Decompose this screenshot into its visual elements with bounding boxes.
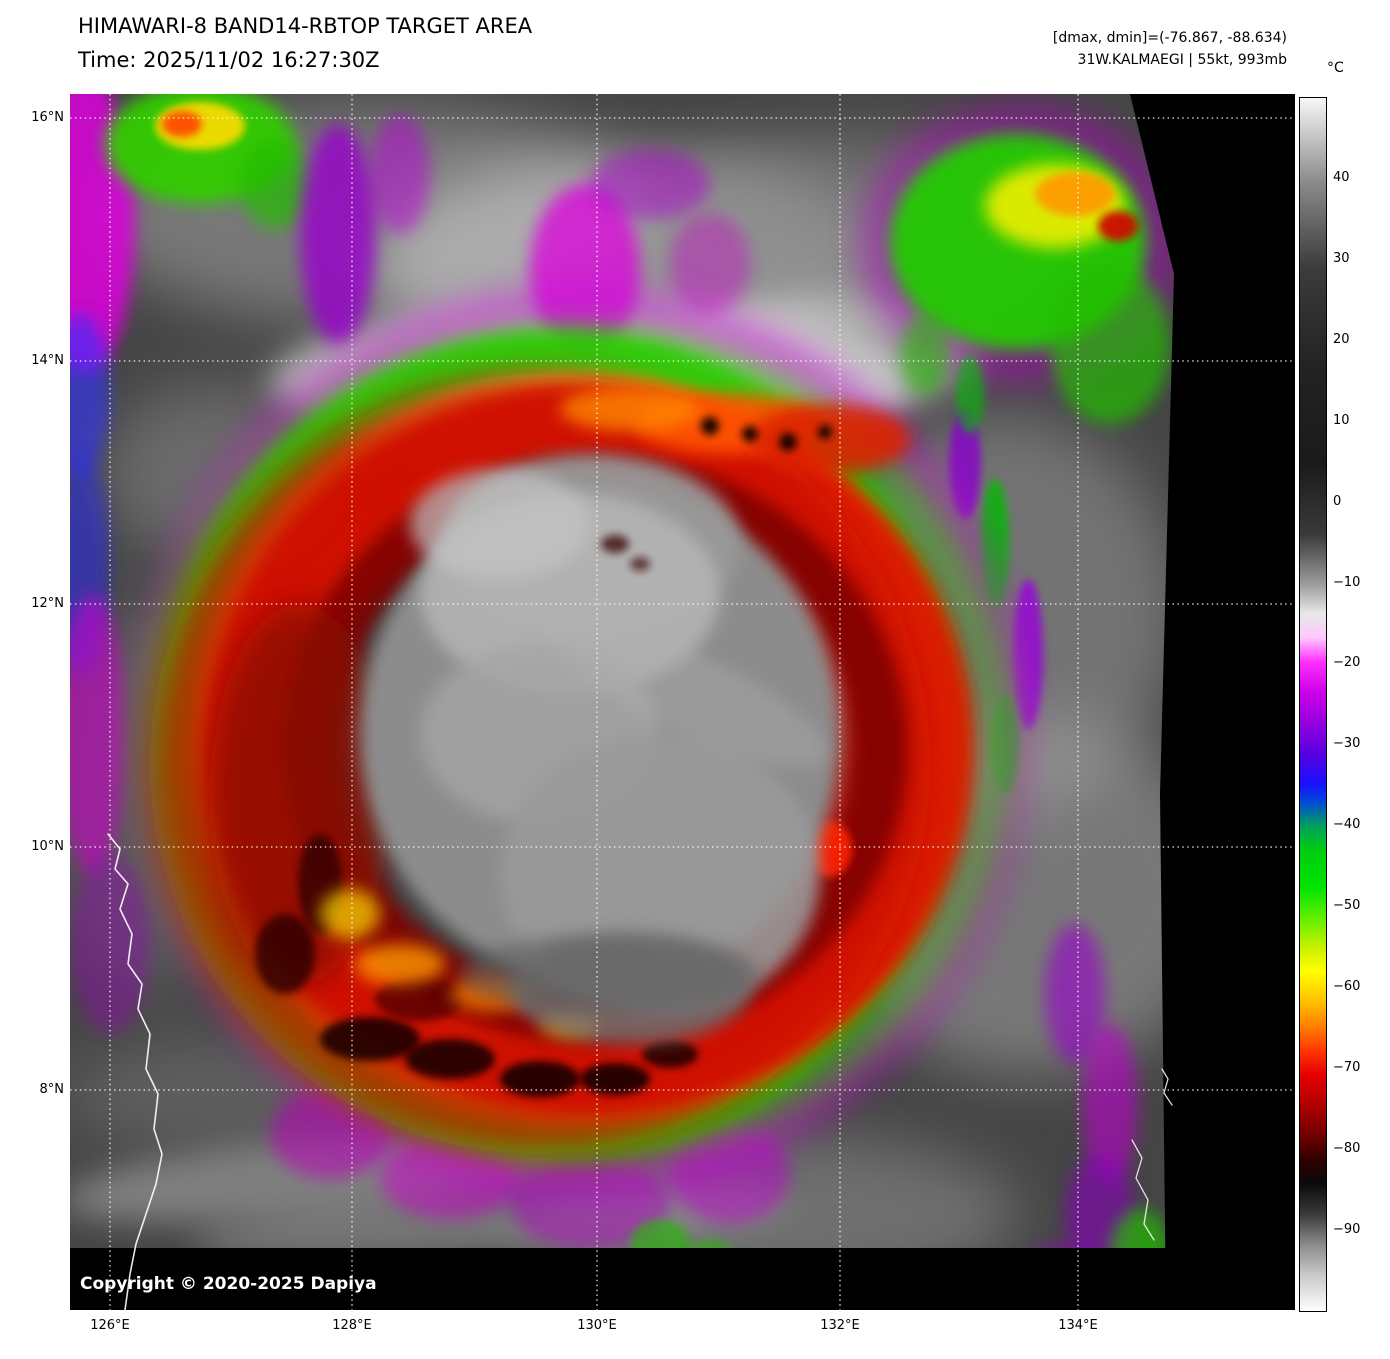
y-tick-14n: 14°N — [31, 353, 64, 368]
x-tick-132e: 132°E — [820, 1318, 860, 1333]
x-tick-126e: 126°E — [90, 1318, 130, 1333]
figure-title: HIMAWARI-8 BAND14-RBTOP TARGET AREA — [78, 14, 533, 38]
no-data-region — [70, 94, 1295, 1310]
colorbar-tick-m20: −20 — [1333, 655, 1361, 670]
lat-lon-gridlines — [70, 94, 1295, 1310]
colorbar-tick-30: 30 — [1333, 251, 1350, 266]
copyright-text: Copyright © 2020-2025 Dapiya — [80, 1274, 377, 1294]
colorbar-tick-m60: −60 — [1333, 979, 1361, 994]
colorbar-tick-m80: −80 — [1333, 1141, 1361, 1156]
time-label: Time: 2025/11/02 16:27:30Z — [78, 48, 380, 72]
colorbar-tick-m70: −70 — [1333, 1060, 1361, 1075]
y-tick-12n: 12°N — [31, 596, 64, 611]
coastlines — [107, 833, 1173, 1310]
colorbar-tick-m30: −30 — [1333, 736, 1361, 751]
x-tick-128e: 128°E — [332, 1318, 372, 1333]
satellite-map: Copyright © 2020-2025 Dapiya — [70, 94, 1295, 1310]
coastline-island-southeast — [1131, 1139, 1155, 1241]
colorbar-tick-40: 40 — [1333, 170, 1350, 185]
colorbar-tick-m50: −50 — [1333, 898, 1361, 913]
y-tick-16n: 16°N — [31, 110, 64, 125]
y-tick-10n: 10°N — [31, 839, 64, 854]
coastline-island-east — [1161, 1068, 1173, 1106]
colorbar-tick-m40: −40 — [1333, 817, 1361, 832]
coastline-mindanao — [107, 833, 163, 1310]
storm-center-warm-core — [360, 454, 840, 1044]
colorbar-gradient — [1299, 97, 1327, 1312]
colorbar-tick-20: 20 — [1333, 332, 1350, 347]
storm-info-label: 31W.KALMAEGI | 55kt, 993mb — [1077, 52, 1287, 68]
y-tick-8n: 8°N — [39, 1082, 65, 1097]
x-tick-130e: 130°E — [577, 1318, 617, 1333]
satellite-image — [70, 94, 1295, 1310]
colorbar-tick-m10: −10 — [1333, 575, 1361, 590]
colorbar-tick-10: 10 — [1333, 413, 1350, 428]
colorbar-tick-m90: −90 — [1333, 1222, 1361, 1237]
x-tick-134e: 134°E — [1058, 1318, 1098, 1333]
dmax-dmin-label: [dmax, dmin]=(-76.867, -88.634) — [1052, 30, 1287, 46]
colorbar-unit-label: °C — [1327, 60, 1344, 76]
colorbar-tick-0: 0 — [1333, 494, 1342, 509]
typhoon-eyewall-ring — [133, 287, 1027, 1191]
